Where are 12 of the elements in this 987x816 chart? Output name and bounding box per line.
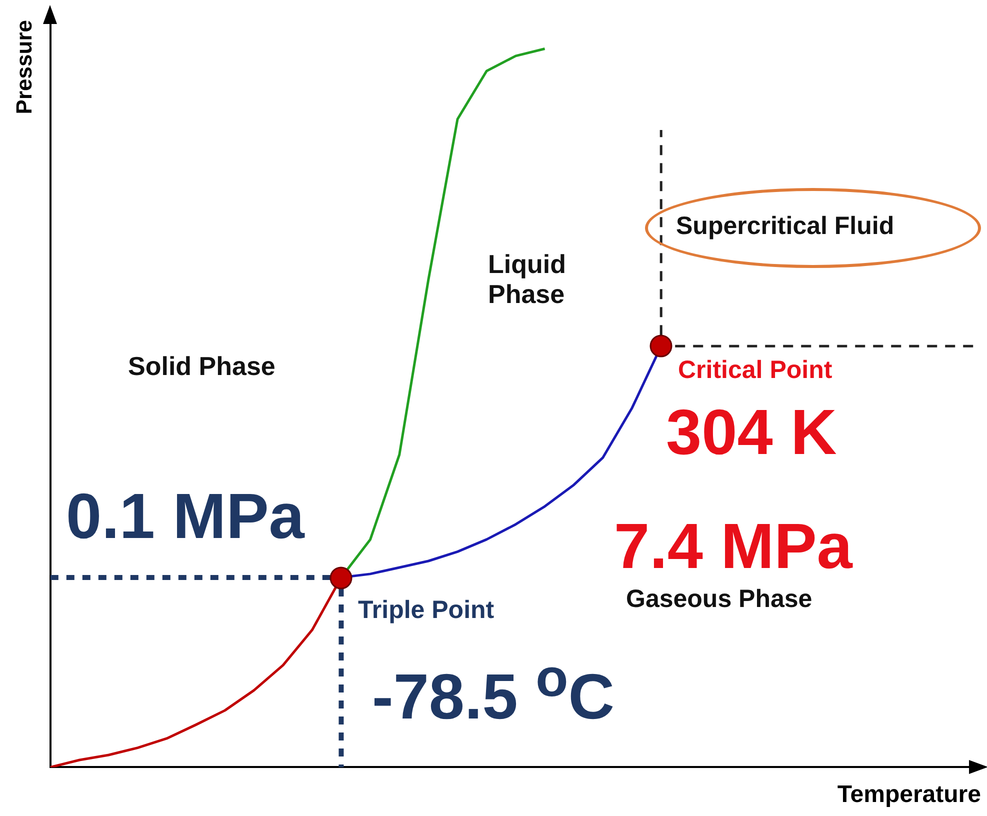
annotation: Liquid Phase [488,249,566,310]
annotation: Critical Point [678,356,832,385]
annotation: Gaseous Phase [626,585,812,614]
y-axis-title: Pressure [11,20,36,114]
annotation: -78.5 $^{o}$C [372,648,614,734]
annotation: Triple Point [358,596,494,625]
annotation: Solid Phase [128,351,276,382]
x-axis-title: Temperature [837,781,981,808]
annotation: 7.4 MPa [614,510,852,584]
annotation: 304 K [666,396,837,470]
annotation: Supercritical Fluid [676,212,894,241]
annotation: 0.1 MPa [66,480,304,554]
